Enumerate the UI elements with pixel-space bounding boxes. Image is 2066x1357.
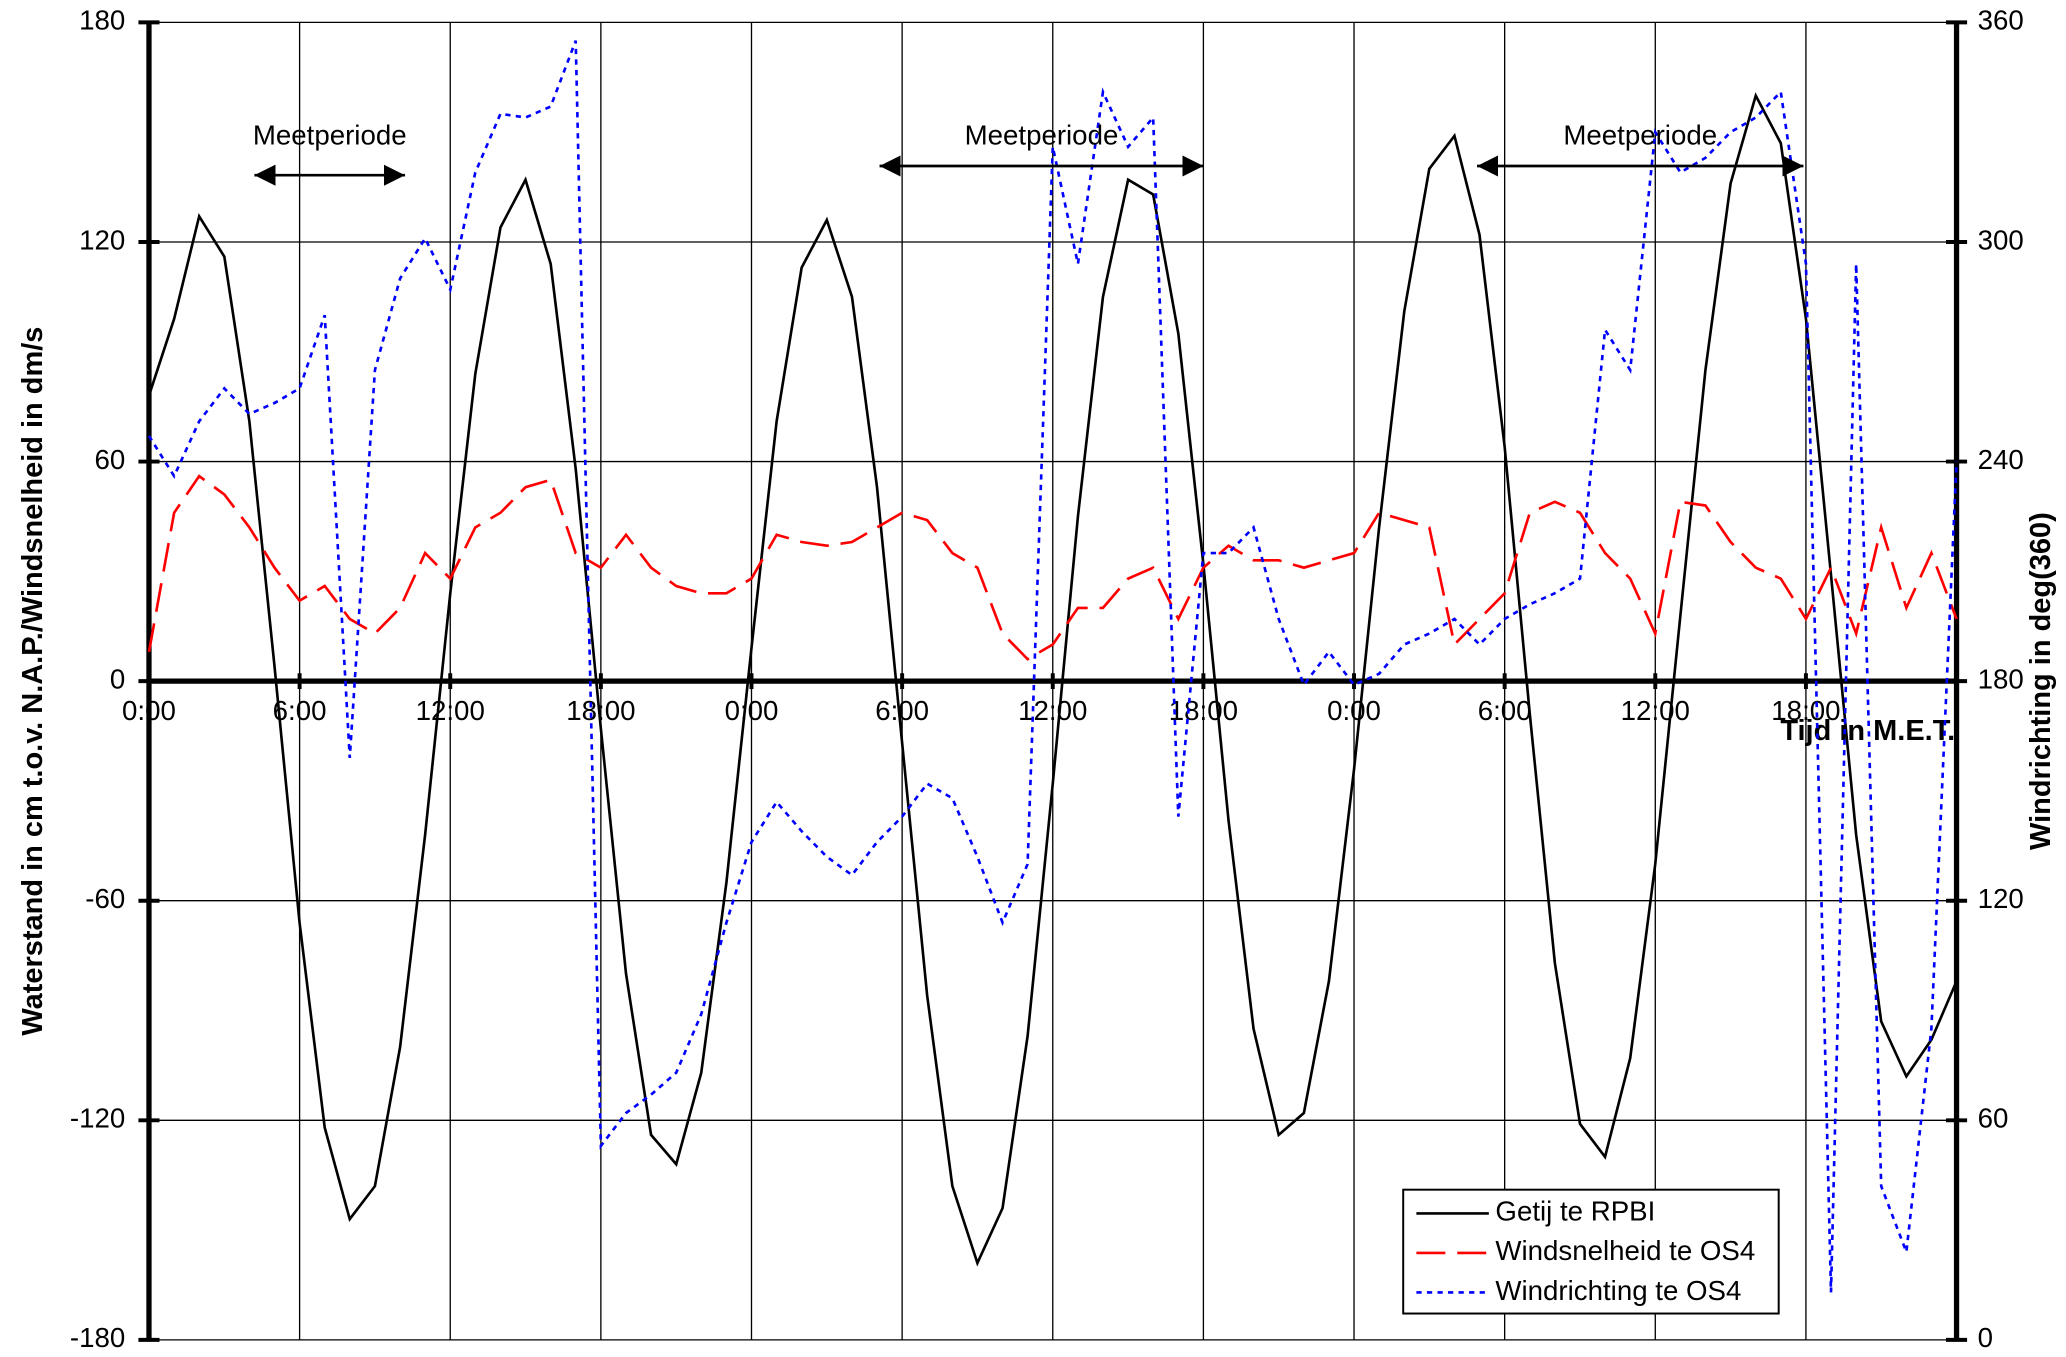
- y-tick-label: -120: [70, 1103, 125, 1134]
- legend-label: Windrichting te OS4: [1495, 1275, 1741, 1306]
- x-tick-label: 18:00: [1771, 695, 1840, 726]
- y-tick-label: 60: [94, 444, 125, 475]
- y-tick-label: 180: [79, 5, 125, 36]
- y2-tick-label: 240: [1978, 444, 2024, 475]
- y-tick-label: -180: [70, 1322, 125, 1353]
- series-line: [147, 92, 1958, 1267]
- legend-label: Windsnelheid te OS4: [1495, 1235, 1755, 1266]
- y-tick-label: -60: [85, 883, 125, 914]
- x-tick-label: 12:00: [416, 695, 485, 726]
- y-axis-label: Waterstand in cm t.o.v. N.A.P./Windsnelh…: [17, 327, 49, 1036]
- y2-tick-label: 60: [1978, 1103, 2009, 1134]
- x-tick-label: 0:00: [725, 695, 779, 726]
- series-line: [147, 40, 1958, 1293]
- y-tick-label: 120: [79, 224, 125, 255]
- x-tick-label: 6:00: [273, 695, 327, 726]
- x-tick-label: 18:00: [1169, 695, 1238, 726]
- y2-tick-label: 360: [1978, 5, 2024, 36]
- x-tick-label: 0:00: [1327, 695, 1381, 726]
- y2-tick-label: 0: [1978, 1322, 1993, 1353]
- annotation-text: Meetperiode: [1563, 119, 1717, 150]
- y2-tick-label: 120: [1978, 883, 2024, 914]
- x-tick-label: 6:00: [1478, 695, 1532, 726]
- x-tick-label: 12:00: [1018, 695, 1087, 726]
- x-tick-label: 12:00: [1621, 695, 1690, 726]
- y-tick-label: 0: [110, 663, 125, 694]
- annotation-text: Meetperiode: [253, 119, 407, 150]
- x-axis-label: Tijd in M.E.T.: [1780, 715, 1955, 747]
- series-line: [147, 474, 1958, 661]
- legend-label: Getij te RPBI: [1495, 1196, 1655, 1227]
- y2-tick-label: 300: [1978, 224, 2024, 255]
- y2-tick-label: 180: [1978, 663, 2024, 694]
- y2-axis-label: Windrichting in deg(360): [2025, 512, 2057, 850]
- x-tick-label: 6:00: [875, 695, 929, 726]
- annotation-text: Meetperiode: [965, 119, 1119, 150]
